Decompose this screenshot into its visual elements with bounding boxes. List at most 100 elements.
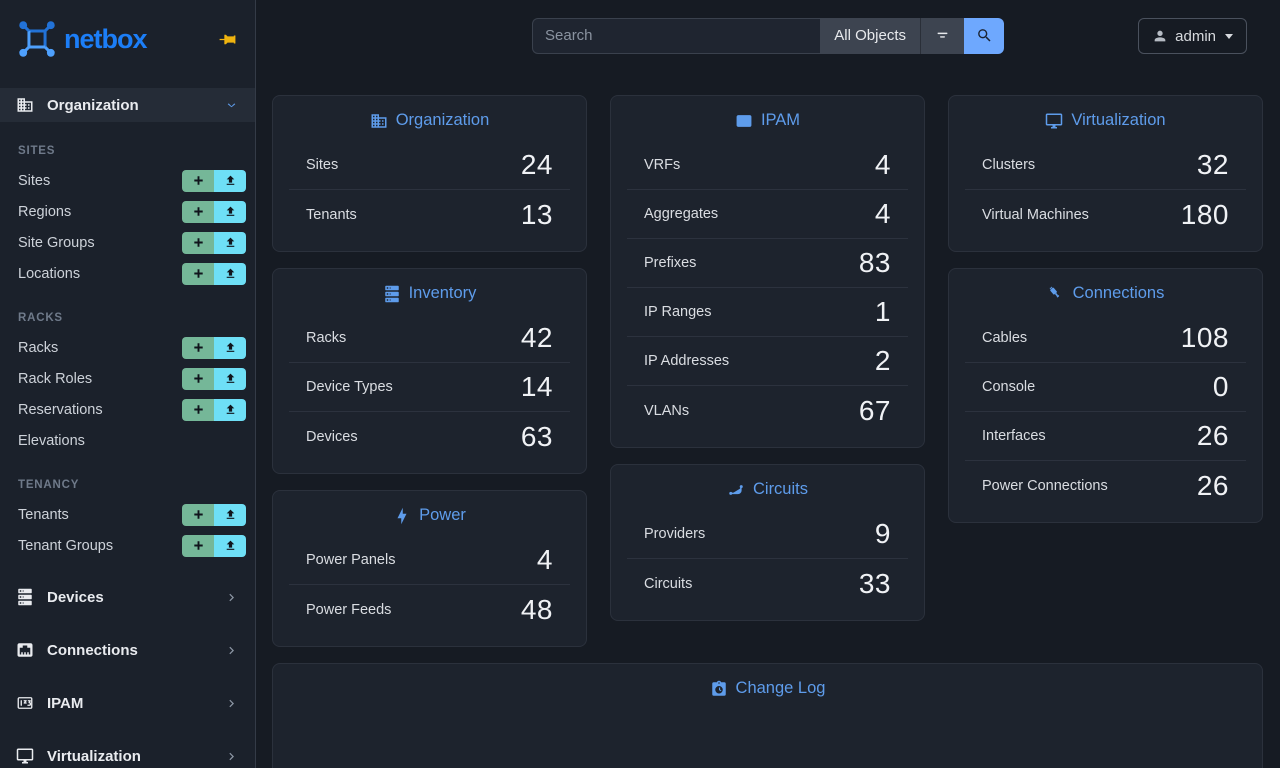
add-tenants-button[interactable]: [182, 503, 214, 526]
sidebar-link-locations[interactable]: Locations: [18, 265, 81, 282]
sidebar-item-organization[interactable]: Organization: [0, 88, 255, 122]
sidebar-item-virtualization[interactable]: Virtualization: [0, 739, 255, 768]
stat-value-tenants[interactable]: 13: [520, 198, 553, 230]
card-ipam: IPAM VRFs 4 Aggregates 4 Prefixes 83: [610, 95, 925, 448]
sidebar-item-regions: Regions: [0, 196, 255, 227]
stat-row: Console 0: [965, 363, 1246, 412]
import-racks-button[interactable]: [214, 336, 246, 359]
add-site-groups-button[interactable]: [182, 231, 214, 254]
add-racks-button[interactable]: [182, 336, 214, 359]
sidebar-link-rack-roles[interactable]: Rack Roles: [18, 370, 93, 387]
search-submit-button[interactable]: [964, 17, 1004, 54]
stat-label-cables[interactable]: Cables: [982, 330, 1028, 346]
stat-label-power-panels[interactable]: Power Panels: [306, 552, 396, 568]
stat-label-ip-ranges[interactable]: IP Ranges: [644, 304, 712, 320]
import-tenants-button[interactable]: [214, 503, 246, 526]
add-regions-button[interactable]: [182, 200, 214, 223]
stat-value-device-types[interactable]: 14: [520, 371, 553, 402]
sidebar-item-connections[interactable]: Connections: [0, 633, 255, 667]
sidebar-link-tenants[interactable]: Tenants: [18, 506, 69, 523]
import-sites-button[interactable]: [214, 169, 246, 192]
search-scope-select[interactable]: All Objects: [820, 17, 920, 54]
sidebar-link-sites[interactable]: Sites: [18, 172, 51, 189]
stat-value-power-connections[interactable]: 26: [1196, 469, 1229, 501]
stat-row: Power Connections 26: [965, 461, 1246, 510]
import-reservations-button[interactable]: [214, 398, 246, 421]
stat-value-cables[interactable]: 108: [1180, 322, 1229, 353]
sidebar-link-elevations[interactable]: Elevations: [18, 432, 85, 449]
stat-label-device-types[interactable]: Device Types: [306, 379, 393, 395]
stat-label-power-connections[interactable]: Power Connections: [982, 477, 1108, 494]
netbox-logo-icon: [14, 16, 60, 62]
stat-value-interfaces[interactable]: 26: [1196, 420, 1229, 451]
stat-label-sites[interactable]: Sites: [306, 157, 339, 173]
import-regions-button[interactable]: [214, 200, 246, 223]
stat-value-power-panels[interactable]: 4: [536, 544, 553, 575]
sidebar-link-regions[interactable]: Regions: [18, 203, 72, 220]
stat-label-vlans[interactable]: VLANs: [644, 402, 690, 419]
stat-value-power-feeds[interactable]: 48: [520, 593, 553, 625]
user-menu-button[interactable]: admin: [1138, 18, 1247, 54]
nav-group-header-racks: RACKS: [18, 312, 63, 324]
stat-value-console[interactable]: 0: [1212, 371, 1229, 402]
stat-label-power-feeds[interactable]: Power Feeds: [306, 601, 392, 618]
sidebar-item-devices[interactable]: Devices: [0, 580, 255, 614]
sidebar-link-tenant-groups[interactable]: Tenant Groups: [18, 537, 114, 554]
numbers-icon: [16, 694, 34, 712]
add-rack-roles-button[interactable]: [182, 367, 214, 390]
stat-label-vrfs[interactable]: VRFs: [644, 157, 681, 173]
stat-value-aggregates[interactable]: 4: [874, 198, 891, 229]
stat-value-racks[interactable]: 42: [520, 322, 553, 353]
stat-label-providers[interactable]: Providers: [644, 526, 706, 542]
stat-row: Prefixes 83: [627, 239, 908, 288]
stat-value-clusters[interactable]: 32: [1196, 149, 1229, 180]
import-site-groups-button[interactable]: [214, 231, 246, 254]
sidebar-link-racks[interactable]: Racks: [18, 339, 59, 356]
stat-label-console[interactable]: Console: [982, 379, 1036, 395]
add-sites-button[interactable]: [182, 169, 214, 192]
stat-label-virtual-machines[interactable]: Virtual Machines: [982, 206, 1089, 223]
stat-value-sites[interactable]: 24: [520, 149, 553, 180]
stat-label-devices[interactable]: Devices: [306, 428, 358, 445]
stat-label-ip-addresses[interactable]: IP Addresses: [644, 353, 730, 369]
stat-value-prefixes[interactable]: 83: [858, 247, 891, 278]
chevron-right-icon: [224, 696, 239, 711]
dashboard-column-2: IPAM VRFs 4 Aggregates 4 Prefixes 83: [610, 95, 925, 647]
add-reservations-button[interactable]: [182, 398, 214, 421]
sidebar-link-site-groups[interactable]: Site Groups: [18, 234, 95, 251]
stat-value-ip-addresses[interactable]: 2: [874, 345, 891, 376]
plus-icon: [192, 174, 205, 187]
import-locations-button[interactable]: [214, 262, 246, 285]
stat-label-tenants[interactable]: Tenants: [306, 206, 357, 223]
stat-label-aggregates[interactable]: Aggregates: [644, 206, 719, 222]
stat-value-providers[interactable]: 9: [874, 518, 891, 549]
add-locations-button[interactable]: [182, 262, 214, 285]
stat-value-vlans[interactable]: 67: [858, 394, 891, 426]
stat-label-racks[interactable]: Racks: [306, 330, 347, 346]
sidebar: netbox Organization SITES Sites Regions: [0, 0, 256, 768]
stat-label-prefixes[interactable]: Prefixes: [644, 255, 697, 271]
sidebar-item-ipam[interactable]: IPAM: [0, 686, 255, 720]
import-tenant-groups-button[interactable]: [214, 534, 246, 557]
netbox-logo-link[interactable]: netbox: [14, 16, 148, 62]
card-title-text: Power: [419, 506, 466, 524]
stat-label-clusters[interactable]: Clusters: [982, 157, 1036, 173]
search-filter-button[interactable]: [920, 17, 964, 54]
stat-value-vrfs[interactable]: 4: [874, 149, 891, 180]
stat-row: Circuits 33: [627, 559, 908, 608]
stat-label-circuits[interactable]: Circuits: [644, 575, 693, 592]
stat-value-ip-ranges[interactable]: 1: [874, 296, 891, 327]
import-rack-roles-button[interactable]: [214, 367, 246, 390]
stat-value-devices[interactable]: 63: [520, 420, 553, 452]
stat-label-interfaces[interactable]: Interfaces: [982, 428, 1046, 444]
sidebar-link-reservations[interactable]: Reservations: [18, 401, 103, 418]
search-input[interactable]: [532, 17, 821, 54]
add-tenant-groups-button[interactable]: [182, 534, 214, 557]
sidebar-item-sites: Sites: [0, 165, 255, 196]
lightning-icon: [393, 507, 411, 525]
stat-value-virtual-machines[interactable]: 180: [1180, 198, 1229, 230]
plus-icon: [192, 403, 205, 416]
stat-value-circuits[interactable]: 33: [858, 567, 891, 599]
card-title-text: Virtualization: [1071, 111, 1166, 129]
sidebar-pin-button[interactable]: [218, 30, 237, 49]
